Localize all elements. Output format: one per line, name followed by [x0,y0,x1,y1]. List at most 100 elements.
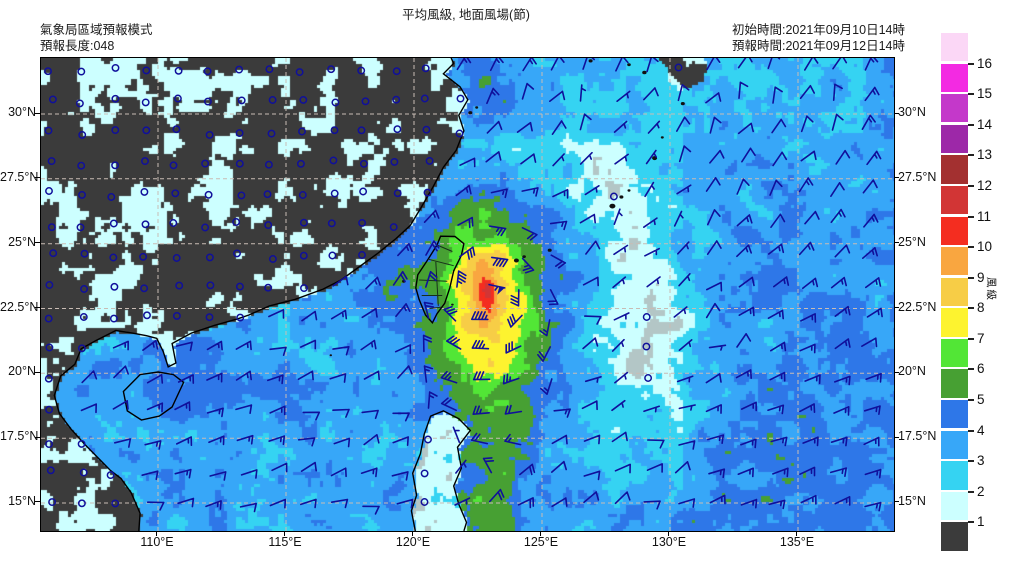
taiwan-county-border [435,261,439,306]
page-title: 平均風級, 地面風場(節) [402,8,530,22]
calm-wind-marker [171,189,180,198]
calm-wind-marker [45,440,53,449]
calm-wind-marker [111,63,120,72]
calm-wind-marker [204,190,213,199]
map-overlay [41,58,894,531]
lat-axis-label: 25°N [898,234,926,249]
island-dot [627,63,631,67]
colorbar-tick [968,307,974,310]
axis-tick [894,371,899,373]
lat-axis-label: 27.5°N [898,169,937,184]
calm-wind-marker [329,156,338,165]
calm-wind-marker [330,189,339,198]
island-dot [619,195,624,199]
calm-wind-marker [264,221,273,230]
colorbar-tick-label: 10 [977,239,993,255]
calm-wind-marker [77,439,86,448]
axis-tick [894,436,899,438]
calm-wind-marker [44,67,52,76]
valid-time: 預報時間:2021年09月12日14時 [732,39,905,53]
calm-wind-marker [142,66,151,75]
calm-wind-marker [47,223,56,232]
calm-wind-marker [300,284,308,293]
calm-wind-marker [77,67,86,76]
calm-wind-marker [298,127,306,136]
calm-wind-marker [80,249,89,258]
island-dot [329,354,332,357]
taiwan-county-border [436,244,453,252]
calm-wind-marker [172,125,181,134]
calm-wind-marker [140,284,149,293]
calm-wind-marker [420,498,429,506]
calm-wind-marker [237,191,246,200]
calm-wind-marker [296,159,305,168]
calm-wind-marker [169,219,178,227]
colorbar-tick-label: 9 [977,269,985,285]
colorbar-tick [968,62,974,65]
map-area [40,57,895,532]
island-dot [475,106,479,109]
calm-wind-marker [109,219,118,228]
calm-wind-marker [265,65,274,74]
lat-axis-label: 20°N [8,364,36,379]
model-name: 氣象局區域預報模式 [40,23,153,37]
axis-tick [894,242,899,244]
island-dot [451,303,454,306]
island-dot [468,111,473,115]
colorbar-tick [968,93,974,96]
colorbar-tick-label: 14 [977,116,993,132]
lat-axis-label: 15°N [8,493,36,508]
colorbar-tick [968,123,974,126]
model-info: 氣象局區域預報模式 預報長度:048 [40,22,153,54]
colorbar-tick [968,399,974,402]
calm-wind-marker [48,498,57,507]
lat-axis-label: 22.5°N [898,299,937,314]
calm-wind-marker [232,218,241,226]
calm-wind-marker [389,223,398,232]
calm-wind-marker [357,66,366,75]
lat-axis-label: 15°N [898,493,926,508]
colorbar-tick [968,337,974,340]
calm-wind-marker [235,159,244,168]
colorbar-block [941,308,968,337]
calm-wind-marker [298,191,307,199]
calm-wind-marker [45,405,54,414]
taiwan-county-border [429,306,441,309]
calm-wind-marker [139,252,148,261]
colorbar-tick-label: 1 [977,514,985,530]
axis-tick [156,531,158,536]
colorbar-block [941,155,968,184]
colorbar-tick [968,276,974,279]
calm-wind-marker [236,313,245,322]
wind-barb-pennant [497,286,505,295]
calm-wind-marker [235,282,244,291]
calm-wind-marker [392,67,401,76]
calm-wind-marker [359,159,368,168]
calm-wind-marker [235,129,244,138]
calm-wind-marker [424,435,432,444]
colorbar-block [941,63,968,92]
lat-axis-label: 27.5°N [0,169,39,184]
calm-wind-marker [77,499,86,508]
island-dot [680,102,685,106]
calm-wind-marker [110,282,119,291]
calm-wind-marker [299,251,308,260]
axis-tick [540,531,542,536]
colorbar-block [941,522,968,551]
calm-wind-marker [357,126,366,135]
lon-axis-label: 110°E [140,535,174,549]
calm-wind-marker [201,159,210,168]
colorbar-tick [968,521,974,524]
lat-axis-label: 22.5°N [0,299,39,314]
calm-wind-marker [456,94,465,103]
colorbar-tick-label: 13 [977,147,993,163]
calm-wind-marker [48,95,57,104]
luzon-coastline [410,410,472,531]
colorbar-block [941,338,968,368]
calm-wind-marker [106,471,115,480]
island-dot [513,258,519,263]
lon-axis-label: 125°E [523,535,559,549]
calm-wind-marker [76,223,85,232]
calm-wind-marker [235,65,244,74]
colorbar-tick-label: 6 [977,361,985,377]
